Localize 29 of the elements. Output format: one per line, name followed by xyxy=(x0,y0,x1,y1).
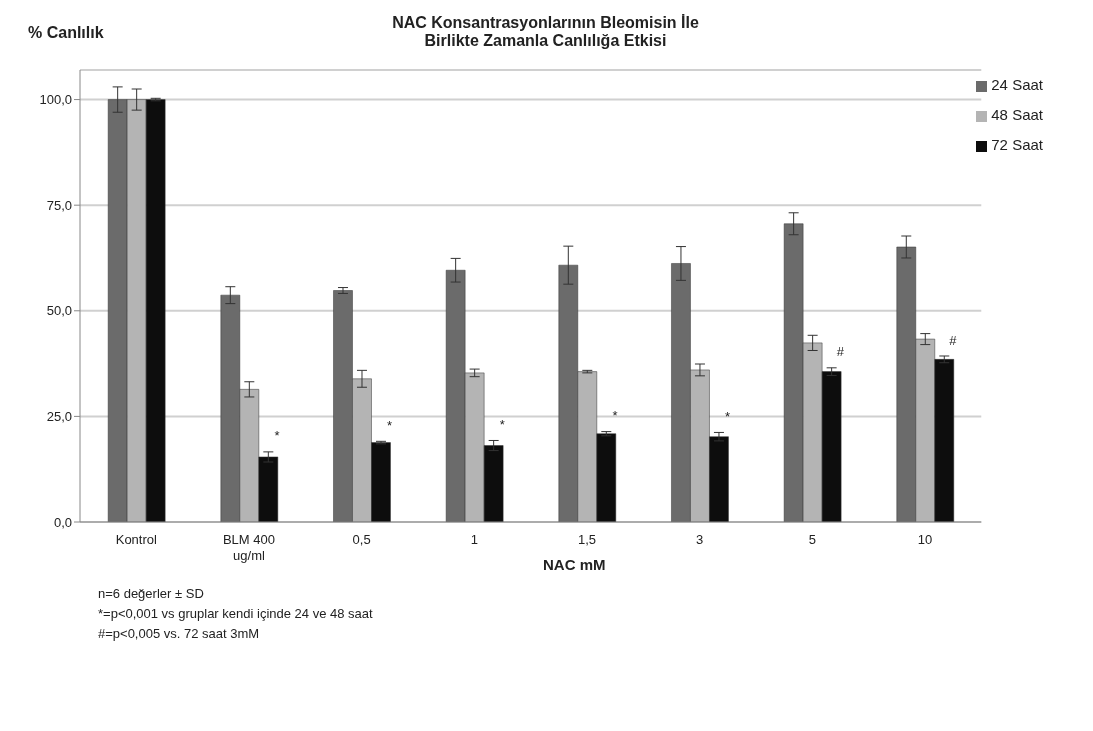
annotation: * xyxy=(274,428,280,444)
x-tick-label: BLM 400 ug/ml xyxy=(222,532,276,563)
x-tick-label: 5 xyxy=(808,532,816,547)
legend-label: 48 Saat xyxy=(991,106,1043,123)
annotation: # xyxy=(836,344,845,360)
text: *=p<0,001 vs gruplar kendi içinde 24 ve 48 saat xyxy=(98,605,374,623)
x-tick-label: 1 xyxy=(470,532,478,547)
y-tick-label: 50,0 xyxy=(46,303,72,319)
annotation: * xyxy=(387,417,393,433)
x-tick-label: 10 xyxy=(917,532,933,547)
y-tick-label: 75,0 xyxy=(46,197,72,213)
y-tick-label: 100,0 xyxy=(39,92,72,108)
x-tick-label: Kontrol xyxy=(115,532,158,547)
y-tick-label: 0,0 xyxy=(53,514,72,530)
legend-label: 72 Saat xyxy=(991,136,1043,153)
annotation: * xyxy=(499,417,505,433)
x-axis-title: NAC mM xyxy=(543,556,606,573)
annotation: * xyxy=(612,408,618,424)
text: n=6 değerler ± SD xyxy=(98,585,205,603)
x-tick-label: 3 xyxy=(696,532,704,547)
annotation: * xyxy=(725,409,731,425)
x-tick-label: 0,5 xyxy=(352,532,371,547)
text: #=p<0,005 vs. 72 saat 3mM xyxy=(98,625,261,643)
chart-title: NAC Konsantrasyonlarının Bleomisin İle Birlikte Zamanla Canlılığa Etkisi xyxy=(392,14,699,49)
legend-label: 24 Saat xyxy=(991,76,1043,93)
y-axis-title: % Canlılık xyxy=(28,24,104,42)
x-tick-label: 1,5 xyxy=(577,532,597,547)
annotation: # xyxy=(949,332,958,348)
y-tick-label: 25,0 xyxy=(46,409,72,425)
